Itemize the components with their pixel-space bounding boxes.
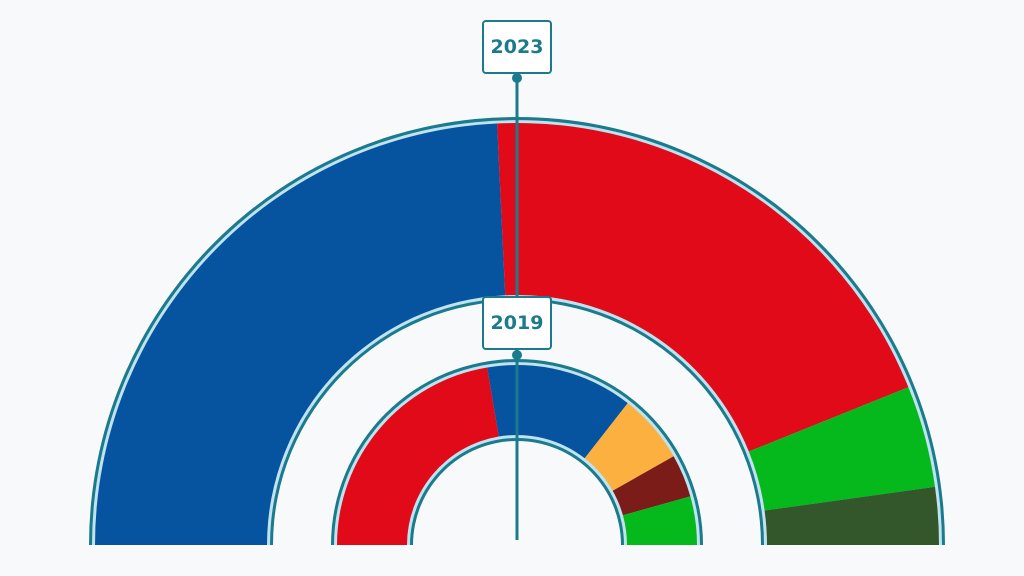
segment-2019-green-party[interactable] (622, 496, 697, 545)
year-label-2023: 2023 (482, 20, 552, 74)
segment-2019-red-party[interactable] (337, 367, 499, 545)
segment-2019-dark-red-party[interactable] (612, 456, 691, 516)
segment-2023-red-party[interactable] (497, 123, 909, 452)
segment-2019-orange-party[interactable] (584, 403, 674, 491)
segment-2019-blue-party[interactable] (487, 365, 628, 459)
connector-dot (512, 350, 522, 360)
segment-2023-dark-green-party[interactable] (764, 486, 939, 545)
segment-2023-blue-party[interactable] (95, 123, 506, 545)
year-label-2019: 2019 (482, 296, 552, 350)
segment-2023-green-party[interactable] (748, 387, 935, 511)
connector-dot (512, 73, 522, 83)
